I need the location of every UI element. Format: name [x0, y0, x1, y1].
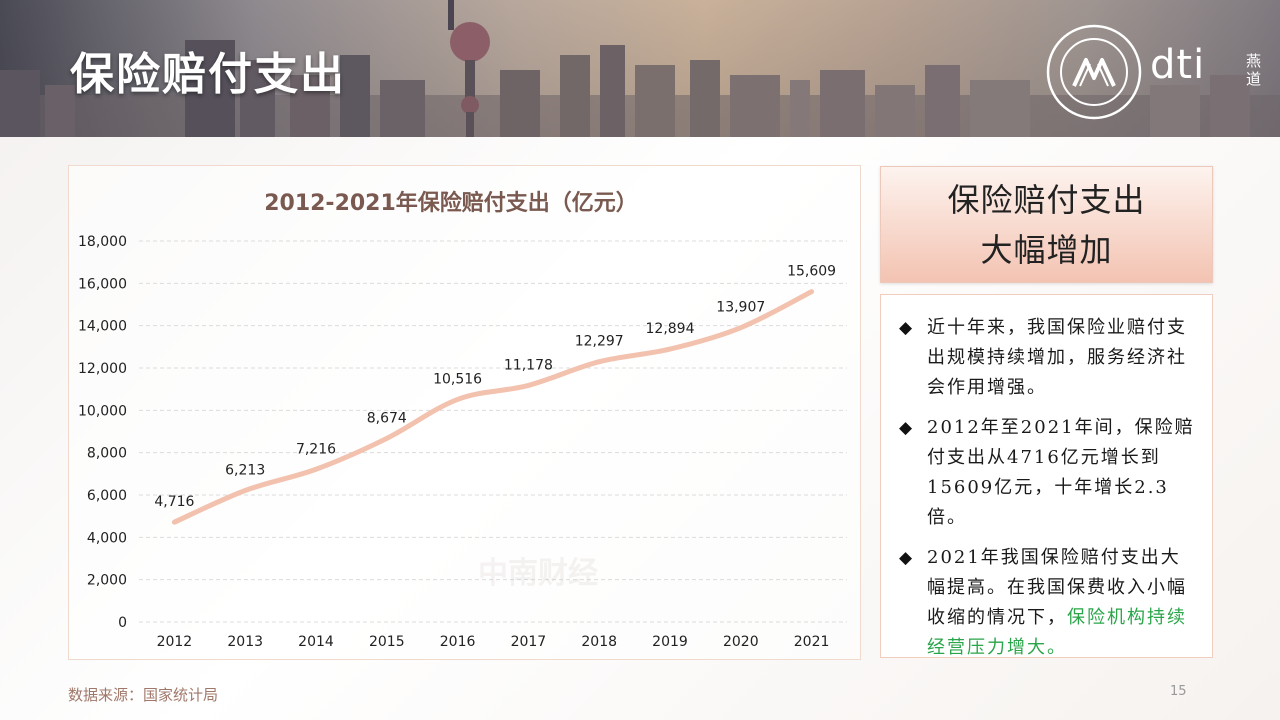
chart-title: 2012-2021年保险赔付支出（亿元）: [264, 190, 638, 216]
y-tick-label: 6,000: [87, 488, 127, 504]
data-source-note: 数据来源：国家统计局: [68, 686, 219, 704]
bullet-text-plain: 2021年我国保险赔付支出大幅提高。在我国保费收入小幅收缩的情况下，: [927, 547, 1187, 628]
y-tick-label: 14,000: [78, 319, 127, 335]
y-tick-label: 0: [118, 615, 127, 631]
y-tick-label: 18,000: [78, 234, 127, 250]
bullet-points-box: ◆ 近十年来，我国保险业赔付支出规模持续增加，服务经济社会作用增强。 ◆ 201…: [880, 294, 1213, 658]
diamond-bullet-icon: ◆: [899, 418, 913, 438]
diamond-bullet-icon: ◆: [899, 318, 913, 338]
y-tick-label: 2,000: [87, 573, 127, 589]
data-labels: 4,716 6,213 7,216 8,674 10,516 11,178 12,297 12…: [154, 264, 836, 511]
x-tick-label: 2012: [157, 634, 193, 650]
x-tick-label: 2020: [723, 634, 759, 650]
x-tick-label: 2015: [369, 634, 405, 650]
x-tick-label: 2018: [581, 634, 617, 650]
x-axis-ticks: 2012 2013 2014 2015 2016 2017 2018 2019 2020 2021: [157, 634, 830, 650]
bullet-item: ◆ 近十年来，我国保险业赔付支出规模持续增加，服务经济社会作用增强。: [899, 313, 1198, 403]
bullet-item: ◆ 2012年至2021年间，保险赔付支出从4716亿元增长到15609亿元，十…: [899, 413, 1198, 533]
headline-line-1: 保险赔付支出: [947, 180, 1146, 219]
x-tick-label: 2014: [298, 634, 334, 650]
line-chart: 2012-2021年保险赔付支出（亿元） 0 2,000 4,000 6,000 8,0…: [78, 190, 847, 650]
bullet-text: 近十年来，我国保险业赔付支出规模持续增加，服务经济社会作用增强。: [927, 317, 1187, 398]
y-tick-label: 8,000: [87, 446, 127, 462]
headline-box: 保险赔付支出 大幅增加: [880, 166, 1213, 283]
chart-panel: 2012-2021年保险赔付支出（亿元） 0 2,000 4,000 6,000 8,0…: [68, 165, 861, 660]
data-label: 6,213: [225, 462, 265, 478]
chart-gridlines: [139, 240, 847, 623]
data-label: 12,297: [575, 334, 624, 350]
headline-line-2: 大幅增加: [980, 230, 1113, 269]
research-center-seal-logo: [1046, 24, 1142, 120]
bullet-item: ◆ 2021年我国保险赔付支出大幅提高。在我国保费收入小幅收缩的情况下，保险机构…: [899, 543, 1198, 663]
y-tick-label: 12,000: [78, 361, 127, 377]
x-tick-label: 2013: [227, 634, 263, 650]
header-banner: 保险赔付支出 dti 燕道: [0, 0, 1280, 137]
data-label: 11,178: [504, 357, 553, 373]
diamond-bullet-icon: ◆: [899, 548, 913, 568]
x-tick-label: 2019: [652, 634, 688, 650]
dti-logo-text: dti: [1150, 42, 1206, 88]
x-tick-label: 2021: [794, 634, 830, 650]
city-skyline-image: [0, 0, 1280, 137]
data-label: 15,609: [787, 264, 836, 280]
series-line: [171, 289, 815, 525]
x-tick-label: 2016: [440, 634, 476, 650]
page-title: 保险赔付支出: [70, 49, 346, 100]
data-label: 7,216: [296, 441, 336, 457]
y-tick-label: 16,000: [78, 276, 127, 292]
y-axis-ticks: 0 2,000 4,000 6,000 8,000 10,000 12,000 14,000 1…: [78, 234, 127, 631]
data-label: 10,516: [433, 371, 482, 387]
bullet-text: 2012年至2021年间，保险赔付支出从4716亿元增长到15609亿元，十年增…: [927, 417, 1195, 528]
data-label: 8,674: [367, 410, 407, 426]
y-tick-label: 10,000: [78, 403, 127, 419]
page-number: 15: [1170, 684, 1187, 699]
watermark: 中南财经: [478, 556, 598, 591]
bullet-text: 2021年我国保险赔付支出大幅提高。在我国保费收入小幅收缩的情况下，保险机构持续…: [927, 543, 1198, 663]
y-tick-label: 4,000: [87, 530, 127, 546]
data-label: 12,894: [646, 321, 695, 337]
data-label: 4,716: [154, 494, 194, 510]
x-tick-label: 2017: [511, 634, 547, 650]
bullet-text-highlight: 保险机构持续经营压力增大。: [927, 607, 1187, 658]
logo-side-text: 燕道: [1246, 52, 1262, 88]
data-label: 13,907: [716, 300, 765, 316]
